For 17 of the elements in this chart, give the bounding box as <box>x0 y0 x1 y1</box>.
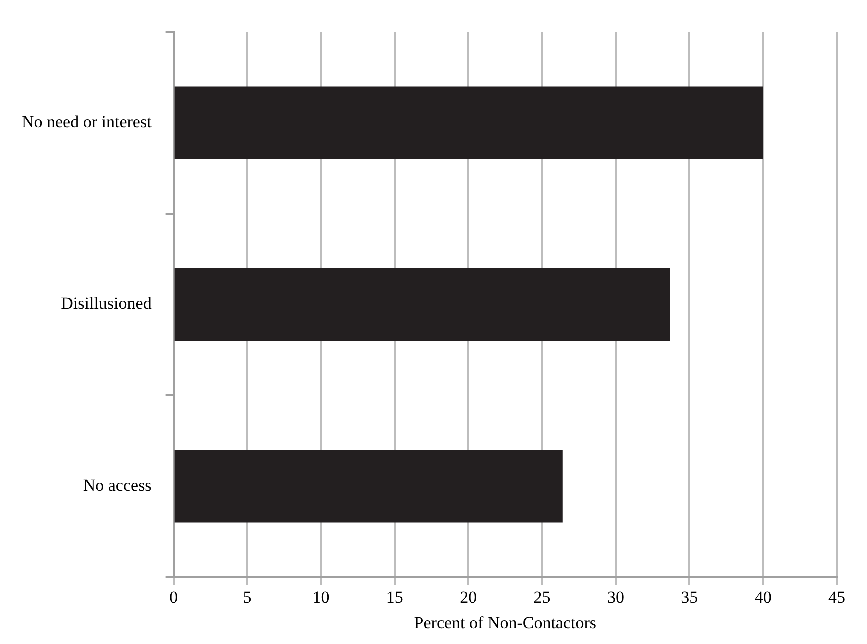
x-tick-label: 0 <box>170 588 178 607</box>
x-tick-label: 30 <box>607 588 624 607</box>
x-tick-label: 40 <box>754 588 772 607</box>
x-tick-label: 20 <box>460 588 478 607</box>
x-tick-label: 45 <box>828 588 846 607</box>
x-tick-label: 25 <box>534 588 551 607</box>
y-tick-label: Disillusioned <box>61 294 152 314</box>
x-tick-label: 15 <box>386 588 404 607</box>
y-tick-label: No need or interest <box>22 112 152 132</box>
x-tick-label: 10 <box>312 588 330 607</box>
bar <box>174 268 670 342</box>
x-tick-label: 5 <box>243 588 252 607</box>
bar <box>174 86 764 160</box>
x-axis-title: Percent of Non-Contactors <box>414 613 597 632</box>
bar <box>174 450 563 523</box>
y-tick-label: No access <box>83 476 152 495</box>
x-tick-label: 35 <box>681 588 698 607</box>
